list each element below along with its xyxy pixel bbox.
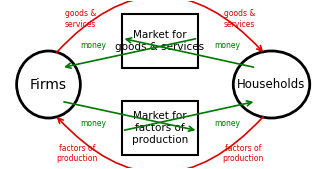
Text: Market for
goods & services: Market for goods & services — [116, 30, 204, 52]
Text: Firms: Firms — [30, 78, 67, 91]
Text: goods &
services: goods & services — [65, 9, 96, 29]
Bar — [122, 14, 198, 68]
FancyArrowPatch shape — [58, 117, 263, 169]
FancyArrowPatch shape — [124, 101, 252, 130]
Text: factors of
production: factors of production — [56, 143, 98, 163]
FancyArrowPatch shape — [66, 39, 196, 68]
Text: Households: Households — [237, 78, 306, 91]
Text: goods &
services: goods & services — [224, 9, 255, 29]
Text: Market for
factors of
production: Market for factors of production — [132, 112, 188, 145]
Ellipse shape — [233, 51, 310, 118]
Text: money: money — [214, 118, 240, 128]
Text: factors of
production: factors of production — [222, 143, 264, 163]
Text: money: money — [80, 41, 106, 51]
FancyArrowPatch shape — [126, 38, 253, 67]
Ellipse shape — [17, 51, 80, 118]
Text: money: money — [214, 41, 240, 51]
FancyArrowPatch shape — [57, 0, 262, 52]
Text: money: money — [80, 118, 106, 128]
FancyArrowPatch shape — [64, 102, 194, 131]
Bar — [122, 101, 198, 155]
